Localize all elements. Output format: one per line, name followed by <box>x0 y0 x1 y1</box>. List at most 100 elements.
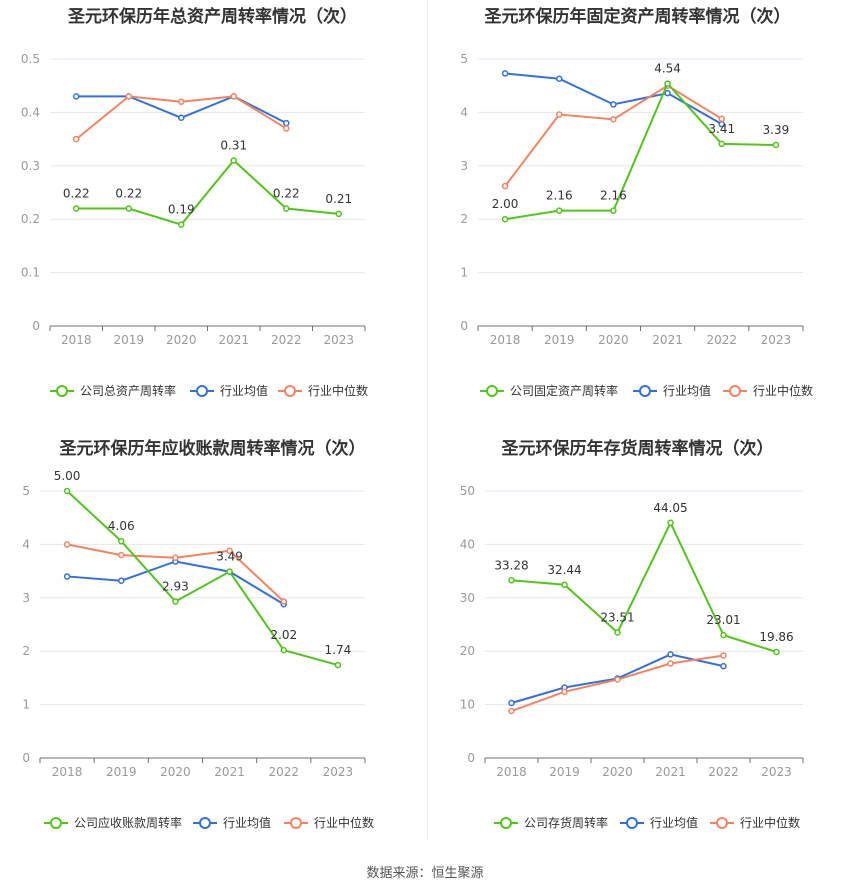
data-point-company <box>772 141 780 149</box>
data-point-median <box>720 652 727 659</box>
x-tick-label: 2020 <box>160 765 191 779</box>
data-point-company <box>280 646 287 654</box>
y-tick-label: 2 <box>460 212 468 226</box>
data-point-company <box>667 519 674 527</box>
y-tick-label: 0.3 <box>21 159 40 173</box>
chart-svg: 0 1 2 3 4 5 2018 2019 2020 2021 2022 2023 2.00 2.16 2.… <box>460 52 813 398</box>
chart-title: 圣元环保历年存货周转率情况（次） <box>501 439 774 459</box>
data-label: 2.16 <box>546 189 573 203</box>
data-point-company <box>561 581 568 589</box>
data-point-median <box>556 111 563 118</box>
chart-receivables-turnover: 圣元环保历年应收账款周转率情况（次） 0 1 2 3 4 5 2018 2019 2020 202… <box>0 432 425 864</box>
data-point-avg <box>664 89 671 97</box>
x-tick-label: 2020 <box>166 333 197 347</box>
legend-label: 行业均值 <box>220 383 268 398</box>
legend-label: 行业中位数 <box>740 815 800 830</box>
data-source: 数据来源：恒生聚源 <box>366 866 484 881</box>
y-tick-label: 0.2 <box>21 212 40 226</box>
y-tick-label: 20 <box>460 644 475 658</box>
data-label: 0.21 <box>325 192 352 206</box>
legend-label: 公司应收账款周转率 <box>74 815 182 830</box>
data-point-median <box>667 660 674 667</box>
y-tick-label: 0 <box>22 751 30 765</box>
data-point-median <box>508 707 515 715</box>
chart-title: 圣元环保历年应收账款周转率情况（次） <box>59 439 366 459</box>
y-tick-label: 1 <box>460 266 468 280</box>
x-tick-label: 2021 <box>218 333 249 347</box>
chart-svg: 0 0.1 0.2 0.3 0.4 0.5 2018 2019 2020 2021 2022 2023… <box>21 52 368 398</box>
data-point-avg <box>118 577 125 584</box>
data-point-company <box>283 205 290 212</box>
chart-svg: 0 10 20 30 40 50 2018 2019 2020 2021 2022 2023 33.28… <box>460 484 804 830</box>
series-line-company <box>76 159 339 226</box>
legend-marker <box>716 817 728 829</box>
data-point-avg <box>556 75 563 83</box>
x-tick-label: 2019 <box>544 333 575 347</box>
data-point-avg <box>63 573 71 580</box>
data-point-company <box>508 577 515 584</box>
y-tick-label: 50 <box>460 484 475 498</box>
y-tick-label: 0.4 <box>21 105 40 119</box>
legend-label: 公司总资产周转率 <box>80 383 176 398</box>
data-point-median <box>73 135 80 143</box>
x-tick-label: 2022 <box>706 333 737 347</box>
legend-label: 行业中位数 <box>314 815 374 830</box>
data-label: 23.01 <box>706 613 740 627</box>
data-point-avg <box>283 119 290 127</box>
x-tick-label: 2023 <box>761 765 792 779</box>
legend-label: 公司存货周转率 <box>524 815 608 830</box>
x-tick-label: 2020 <box>602 765 633 779</box>
chart-total-asset-turnover: 圣元环保历年总资产周转率情况（次） 0 0.1 0.2 0.3 0.4 0.5 2018 20… <box>0 0 425 432</box>
data-point-company <box>614 629 621 636</box>
series-line-median <box>511 654 724 712</box>
x-tick-label: 2023 <box>323 765 354 779</box>
data-point-company <box>226 568 233 575</box>
x-tick-label: 2021 <box>655 765 686 779</box>
data-label: 0.22 <box>115 187 142 201</box>
data-label: 0.31 <box>220 138 247 152</box>
data-label: 0.19 <box>168 203 195 217</box>
legend-marker <box>500 817 512 829</box>
data-point-median <box>230 93 237 100</box>
y-tick-label: 3 <box>460 159 468 173</box>
data-point-avg <box>508 699 515 707</box>
data-label: 2.00 <box>492 197 519 211</box>
data-point-avg <box>610 101 617 108</box>
data-point-median <box>283 125 290 132</box>
data-point-company <box>720 631 727 639</box>
data-point-median <box>280 598 287 605</box>
y-tick-label: 40 <box>460 537 475 551</box>
data-label: 4.54 <box>654 62 681 76</box>
data-label: 32.44 <box>547 563 581 577</box>
data-label: 5.00 <box>54 469 81 483</box>
legend-marker <box>626 817 638 829</box>
data-label: 2.16 <box>600 189 627 203</box>
y-tick-label: 4 <box>22 537 30 551</box>
data-point-company <box>334 661 342 669</box>
y-tick-label: 0 <box>32 319 40 333</box>
legend-marker <box>196 385 208 397</box>
legend-marker <box>486 385 498 397</box>
data-point-avg <box>720 662 727 670</box>
legend-marker <box>290 817 302 829</box>
legend-marker <box>284 385 296 397</box>
y-tick-label: 5 <box>22 484 30 498</box>
legend-marker <box>639 385 651 397</box>
data-label: 2.93 <box>162 580 189 594</box>
data-point-median <box>501 182 509 190</box>
x-tick-label: 2018 <box>61 333 92 347</box>
data-point-median <box>226 547 233 555</box>
data-point-median <box>172 554 179 561</box>
data-point-median <box>118 551 125 559</box>
y-tick-label: 3 <box>22 591 30 605</box>
y-tick-label: 4 <box>460 105 468 119</box>
x-tick-label: 2018 <box>496 765 527 779</box>
data-point-company <box>773 648 780 656</box>
chart-title: 圣元环保历年固定资产周转率情况（次） <box>484 7 791 27</box>
legend-marker <box>50 817 62 829</box>
data-point-company <box>335 210 342 218</box>
data-point-median <box>610 116 617 123</box>
data-point-median <box>718 115 725 123</box>
data-label: 0.22 <box>63 187 90 201</box>
x-tick-label: 2023 <box>323 333 354 347</box>
